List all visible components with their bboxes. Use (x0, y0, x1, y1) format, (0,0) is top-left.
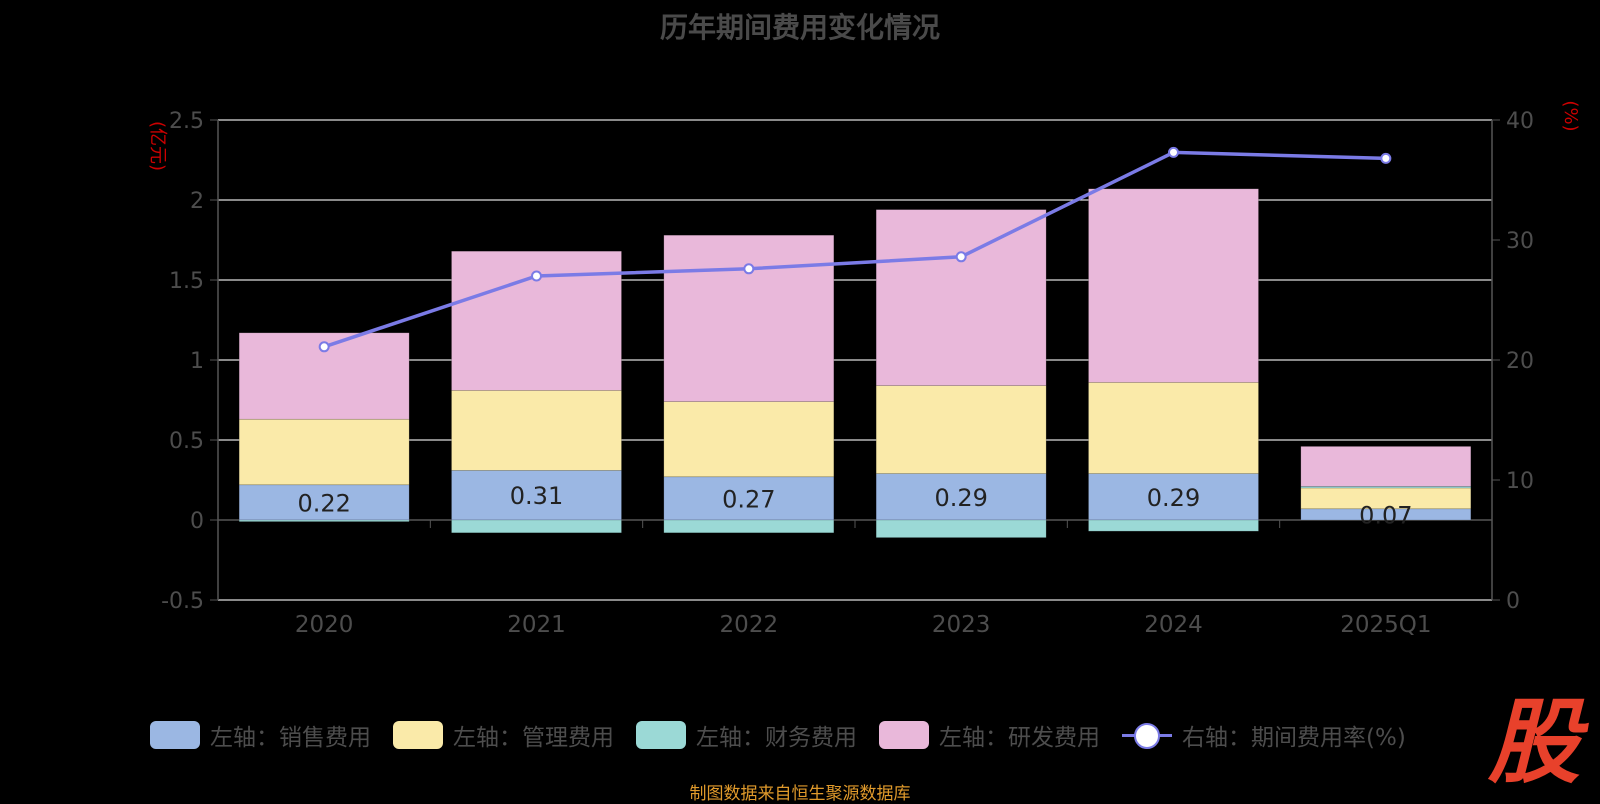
legend-item-finance[interactable]: 左轴：财务费用 (636, 718, 857, 752)
rate-point (531, 270, 542, 282)
bar-segment (1300, 446, 1472, 487)
y-left-tick-label: 2.5 (169, 109, 204, 134)
rate-point (743, 263, 755, 275)
x-tick-label: 2023 (932, 612, 991, 638)
y-right-tick-label: 30 (1506, 229, 1534, 254)
y-left-tick-label: 2 (190, 189, 204, 214)
legend-item-rate[interactable]: 右轴：期间费用率(%) (1122, 718, 1406, 752)
bar-data-label: 0.22 (297, 489, 350, 517)
bar-segment (875, 209, 1047, 386)
legend-swatch-finance (636, 721, 686, 749)
legend-label-finance: 左轴：财务费用 (696, 725, 857, 751)
x-tick-label: 2022 (720, 612, 779, 638)
bar-segment (875, 519, 1047, 538)
bar-data-label: 0.29 (1147, 484, 1200, 512)
rate-point (1380, 152, 1392, 164)
bar-segment (875, 473, 1047, 521)
y-left-tick-label: 0.5 (169, 429, 204, 454)
legend-swatch-sales (150, 721, 200, 749)
bar-segment (663, 401, 835, 478)
y-right-tick-label: 0 (1506, 589, 1520, 614)
legend-item-admin[interactable]: 左轴：管理费用 (393, 718, 614, 752)
bar-data-label: 0.27 (722, 485, 775, 513)
y-left-tick-label: 1.5 (169, 269, 204, 294)
legend-label-admin: 左轴：管理费用 (453, 725, 614, 751)
y-left-tick-label: -0.5 (161, 589, 204, 614)
legend-label-rd: 左轴：研发费用 (939, 725, 1100, 751)
chart-legend: 左轴：销售费用 左轴：管理费用 左轴：财务费用 左轴：研发费用 右轴：期间费用率… (150, 718, 1428, 752)
bar-segment (451, 519, 622, 534)
y-right-tick-label: 20 (1506, 349, 1534, 374)
y-left-tick-label: 0 (190, 509, 204, 534)
legend-label-sales: 左轴：销售费用 (210, 725, 371, 751)
legend-swatch-admin (393, 721, 443, 749)
bar-segment (451, 390, 622, 471)
bar-data-label: 0.07 (1359, 501, 1412, 529)
legend-item-sales[interactable]: 左轴：销售费用 (150, 718, 371, 752)
bar-data-label: 0.29 (934, 484, 987, 512)
bar-segment (1088, 473, 1259, 521)
y-left-unit-label: (亿元) (147, 121, 168, 171)
bar-segment (451, 470, 622, 521)
legend-swatch-rate (1122, 721, 1172, 749)
rate-line (323, 150, 1386, 349)
bar-segment (1088, 382, 1259, 474)
bar-segment (663, 519, 835, 534)
bar-segment (663, 234, 835, 402)
bar-segment (1088, 188, 1259, 383)
bar-segment (1088, 519, 1259, 532)
rate-point (955, 251, 967, 263)
x-tick-label: 2021 (507, 612, 566, 638)
y-left-tick-label: 1 (190, 349, 204, 374)
y-right-tick-label: 10 (1506, 469, 1534, 494)
bar-segment (238, 484, 410, 521)
x-tick-label: 2020 (295, 612, 354, 638)
y-right-tick-label: 40 (1506, 109, 1534, 134)
rate-point (318, 341, 330, 353)
bar-data-label: 0.31 (510, 482, 563, 510)
bar-segment (875, 385, 1047, 474)
bar-segment (238, 519, 410, 522)
legend-item-rd[interactable]: 左轴：研发费用 (879, 718, 1100, 752)
brand-logo: 股 (1488, 688, 1581, 796)
x-tick-label: 2024 (1144, 612, 1203, 638)
y-right-unit-label: (%) (1560, 100, 1581, 131)
chart-title: 历年期间费用变化情况 (659, 11, 940, 44)
data-source-note: 制图数据来自恒生聚源数据库 (689, 784, 911, 804)
rate-point (1168, 146, 1179, 158)
x-tick-label: 2025Q1 (1340, 612, 1431, 638)
bar-segment (238, 418, 410, 486)
legend-label-rate: 右轴：期间费用率(%) (1182, 725, 1406, 751)
legend-swatch-rd (879, 721, 929, 749)
